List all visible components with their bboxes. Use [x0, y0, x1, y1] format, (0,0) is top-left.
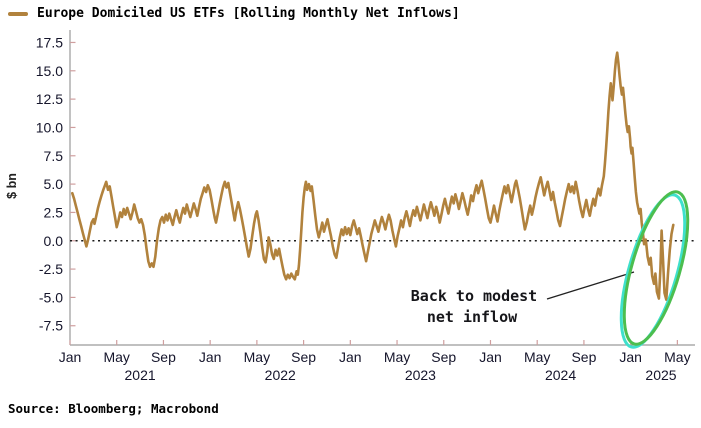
- x-tick-label: May: [244, 349, 270, 365]
- x-tick-label: May: [664, 349, 690, 365]
- year-label: 2021: [125, 367, 156, 383]
- y-tick-label: 5.0: [44, 176, 64, 192]
- x-tick-label: May: [103, 349, 129, 365]
- x-tick-label: Jan: [619, 349, 642, 365]
- legend: Europe Domiciled US ETFs [Rolling Monthl…: [8, 6, 460, 21]
- x-tick-label: May: [384, 349, 410, 365]
- y-tick-label: 7.5: [44, 148, 64, 164]
- y-tick-label: 15.0: [36, 63, 63, 79]
- annotation-text-line1: Back to modest: [411, 287, 537, 305]
- year-label: 2024: [545, 367, 576, 383]
- annotation-pointer-line: [546, 271, 635, 300]
- x-tick-label: Sep: [151, 349, 176, 365]
- x-tick-label: Sep: [571, 349, 596, 365]
- year-label: 2022: [265, 367, 296, 383]
- year-label: 2023: [405, 367, 436, 383]
- y-tick-label: 17.5: [36, 34, 63, 50]
- y-tick-label: -2.5: [39, 261, 63, 277]
- y-tick-label: 2.5: [44, 204, 64, 220]
- x-tick-label: May: [524, 349, 550, 365]
- x-tick-label: Sep: [431, 349, 456, 365]
- x-tick-label: Jan: [59, 349, 82, 365]
- series-line-marker: [8, 11, 28, 16]
- chart-plot-area: 17.5 15.0 12.5 10.0 7.5 5.0 2.5 0.0 -2.5 -5.0 -7.5…: [5, 30, 695, 383]
- source-note: Source: Bloomberg; Macrobond: [8, 401, 219, 416]
- y-tick-label: 10.0: [36, 119, 63, 135]
- chart-title: Europe Domiciled US ETFs [Rolling Monthl…: [37, 6, 460, 21]
- y-tick-label: -7.5: [39, 318, 63, 334]
- highlight-ellipse-icon: [622, 190, 690, 346]
- x-tick-label: Sep: [291, 349, 316, 365]
- series-line: [71, 51, 675, 302]
- y-axis-title: $ bn: [5, 173, 19, 199]
- x-tick-label: Jan: [199, 349, 222, 365]
- year-label: 2025: [645, 367, 676, 383]
- y-tick-label: 0.0: [44, 233, 64, 249]
- y-tick-label: 12.5: [36, 91, 63, 107]
- annotation-text-line2: net inflow: [427, 308, 518, 326]
- y-tick-label: -5.0: [39, 289, 63, 305]
- highlight-ellipse-glow-icon: [619, 193, 687, 349]
- x-tick-label: Jan: [339, 349, 362, 365]
- x-tick-label: Jan: [479, 349, 502, 365]
